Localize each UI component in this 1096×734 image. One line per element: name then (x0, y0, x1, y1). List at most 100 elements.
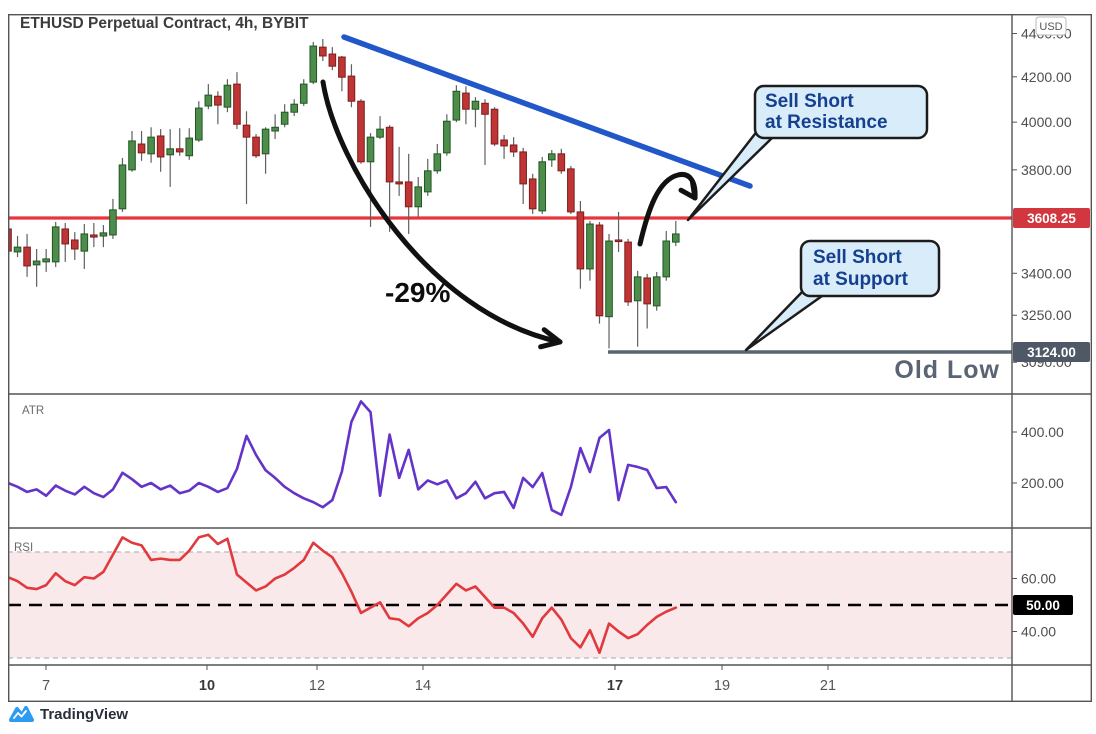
candle (509, 137, 518, 157)
decline-arrow-head[interactable] (538, 327, 563, 350)
candle (490, 107, 499, 146)
candle-body-down (385, 126, 394, 183)
candle (23, 233, 31, 277)
candle (595, 221, 604, 324)
candle-body-up (309, 45, 318, 83)
time-label-7: 7 (42, 678, 50, 694)
candle (423, 158, 432, 196)
time-label-19: 19 (714, 678, 730, 694)
support-bubble-tail[interactable] (744, 288, 824, 352)
candle-body-up (414, 186, 423, 208)
candle-body-up (204, 94, 213, 107)
candle-body-down (528, 178, 537, 210)
resistance-price-flag-value: 3608.25 (1027, 211, 1076, 226)
candle (299, 79, 308, 107)
candle-body-down (395, 181, 403, 185)
candle-body-up (166, 148, 174, 156)
chart-canvas[interactable]: 4400.004200.004000.003800.003400.003250.… (8, 14, 1092, 702)
candle (500, 135, 508, 159)
support-bubble-text-line2: at Support (813, 269, 909, 290)
candle (519, 147, 527, 204)
atr-line[interactable] (8, 400, 678, 517)
candle-body-up (185, 137, 194, 157)
tradingview-watermark[interactable]: TradingView (8, 705, 128, 724)
candle (395, 146, 403, 196)
retest-arrow-head[interactable] (678, 179, 698, 201)
candle (471, 97, 480, 128)
candle-body-up (51, 226, 60, 263)
candle-body-up (299, 83, 308, 104)
resistance-bubble-text-line2: at Resistance (765, 112, 888, 133)
candle-body-up (471, 100, 480, 110)
candle (99, 225, 108, 248)
candle-body-up (32, 260, 41, 266)
support-bubble-box[interactable] (799, 239, 941, 298)
candle-body-up (443, 120, 451, 154)
decline-curved-arrow[interactable] (320, 79, 563, 345)
candle (271, 114, 279, 140)
candle (385, 125, 394, 232)
resistance-bubble-tail[interactable] (686, 128, 774, 222)
rsi-band (8, 552, 1012, 658)
candle (433, 144, 442, 174)
candle-body-down (643, 277, 651, 305)
candle-body-down (156, 135, 165, 158)
old-low-label[interactable]: Old Low (894, 356, 1000, 384)
candle-body-up (547, 153, 556, 161)
rsi-pane-label: RSI (14, 542, 33, 554)
decline-percent-label[interactable]: -29% (385, 277, 450, 308)
time-axis[interactable]: 7 10 12 14 17 19 21 (42, 665, 836, 694)
candle (8, 222, 12, 271)
price-tick-4200-label: 4200.00 (1021, 69, 1072, 85)
candle (605, 233, 613, 349)
candle (261, 127, 270, 174)
retest-curved-arrow[interactable] (637, 171, 698, 247)
candle-body-down (490, 108, 499, 145)
rsi-mid-flag: 50.00 (1013, 595, 1073, 615)
candle (223, 79, 232, 113)
rsi-mid-flag-bg (1013, 595, 1073, 615)
candle-body-down (347, 75, 356, 102)
rsi-mid-flag-value: 50.00 (1026, 598, 1060, 613)
tradingview-logo-icon (9, 706, 34, 722)
support-bubble-text-line1: Sell Short (813, 247, 902, 268)
candle (624, 238, 632, 306)
time-label-10: 10 (199, 678, 215, 694)
candle-body-up (261, 128, 270, 155)
candle (214, 91, 222, 125)
candle-body-up (586, 223, 594, 270)
candle-body-up (433, 153, 442, 172)
resistance-price-flag-bg (1013, 208, 1090, 228)
candle-body-down (8, 228, 12, 252)
time-label-17: 17 (607, 678, 623, 694)
candle (156, 129, 165, 172)
currency-toggle-button[interactable]: USD (1035, 16, 1067, 36)
candle (319, 39, 327, 61)
candle-body-down (328, 53, 337, 67)
candle-body-down (23, 246, 31, 267)
candle (252, 134, 260, 158)
candle (32, 248, 41, 287)
rsi-tick-40-label: 40.00 (1021, 624, 1056, 640)
candle-body-down (90, 234, 98, 238)
candle (166, 129, 174, 187)
chart-frame (8, 14, 1092, 702)
rsi-line[interactable] (8, 533, 678, 655)
candle (185, 128, 194, 160)
candle (80, 224, 89, 269)
descending-trendline[interactable] (341, 34, 753, 189)
resistance-bubble-box[interactable] (753, 84, 929, 140)
candle (280, 104, 289, 128)
candle (652, 271, 661, 311)
time-label-21: 21 (820, 678, 836, 694)
candle-body-down (357, 100, 365, 163)
support-price-flag-bg (1013, 342, 1090, 363)
candle (643, 273, 651, 329)
price-axis[interactable]: 4400.004200.004000.003800.003400.003250.… (1012, 26, 1072, 640)
currency-button-frame (1035, 16, 1067, 36)
candle (462, 86, 470, 125)
candle-body-down (519, 151, 527, 185)
candlestick-series (8, 39, 680, 349)
candle (443, 114, 451, 156)
candle-body-down (70, 239, 79, 250)
